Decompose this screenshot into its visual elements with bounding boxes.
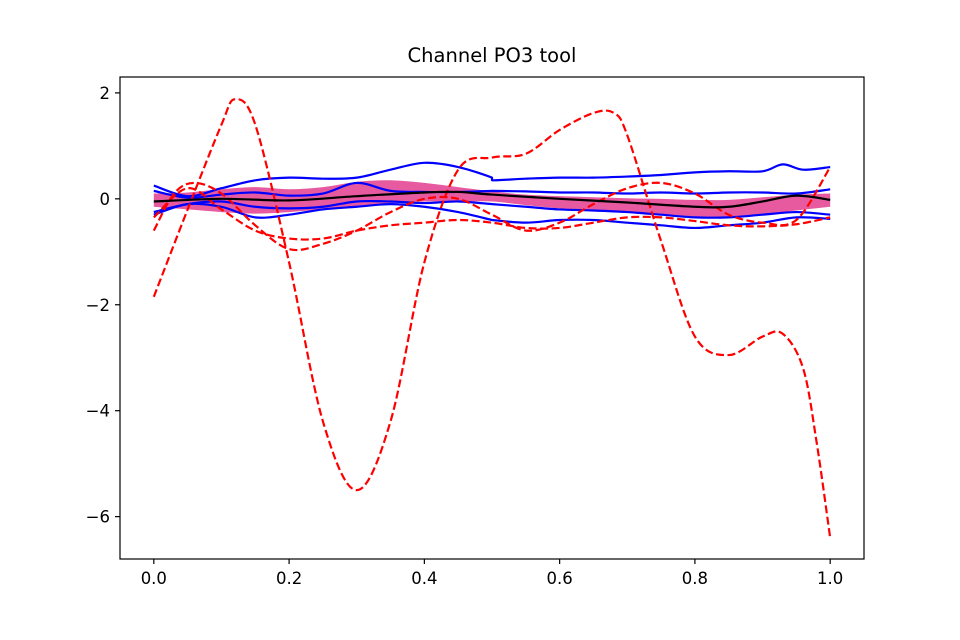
plot-series-group	[152, 98, 832, 538]
x-tick-label-5: 1.0	[817, 569, 843, 588]
x-tick-label-2: 0.4	[411, 569, 437, 588]
series-line-blue-4	[153, 202, 831, 230]
y-tick-label-1: 0	[100, 190, 111, 209]
y-tick-label-0: 2	[100, 84, 111, 103]
series-line-red-dashed-5	[152, 98, 832, 538]
series-line-red-dashed-6	[152, 166, 832, 252]
axes: 0.0 0.2 0.4 0.6 0.8 1.0 2 0 −2 −4 −6	[86, 76, 865, 588]
x-tick-label-1: 0.2	[276, 569, 302, 588]
series-line-blue-2	[153, 181, 831, 199]
series-line-red-dashed-7	[153, 187, 831, 241]
series-line-blue-1	[153, 161, 831, 198]
x-tick-label-0: 0.0	[141, 569, 167, 588]
series-line-blue-3	[153, 199, 831, 219]
y-tick-label-3: −4	[86, 402, 110, 421]
axes-frame	[119, 76, 865, 560]
plot-area	[152, 98, 832, 538]
series-line-mean-0	[153, 190, 831, 209]
x-tick-label-4: 0.8	[682, 569, 708, 588]
y-tick-label-2: −2	[86, 296, 110, 315]
x-tick-label-3: 0.6	[547, 569, 573, 588]
chart-title: Channel PO3 tool	[408, 44, 577, 67]
y-tick-label-4: −6	[86, 508, 110, 527]
